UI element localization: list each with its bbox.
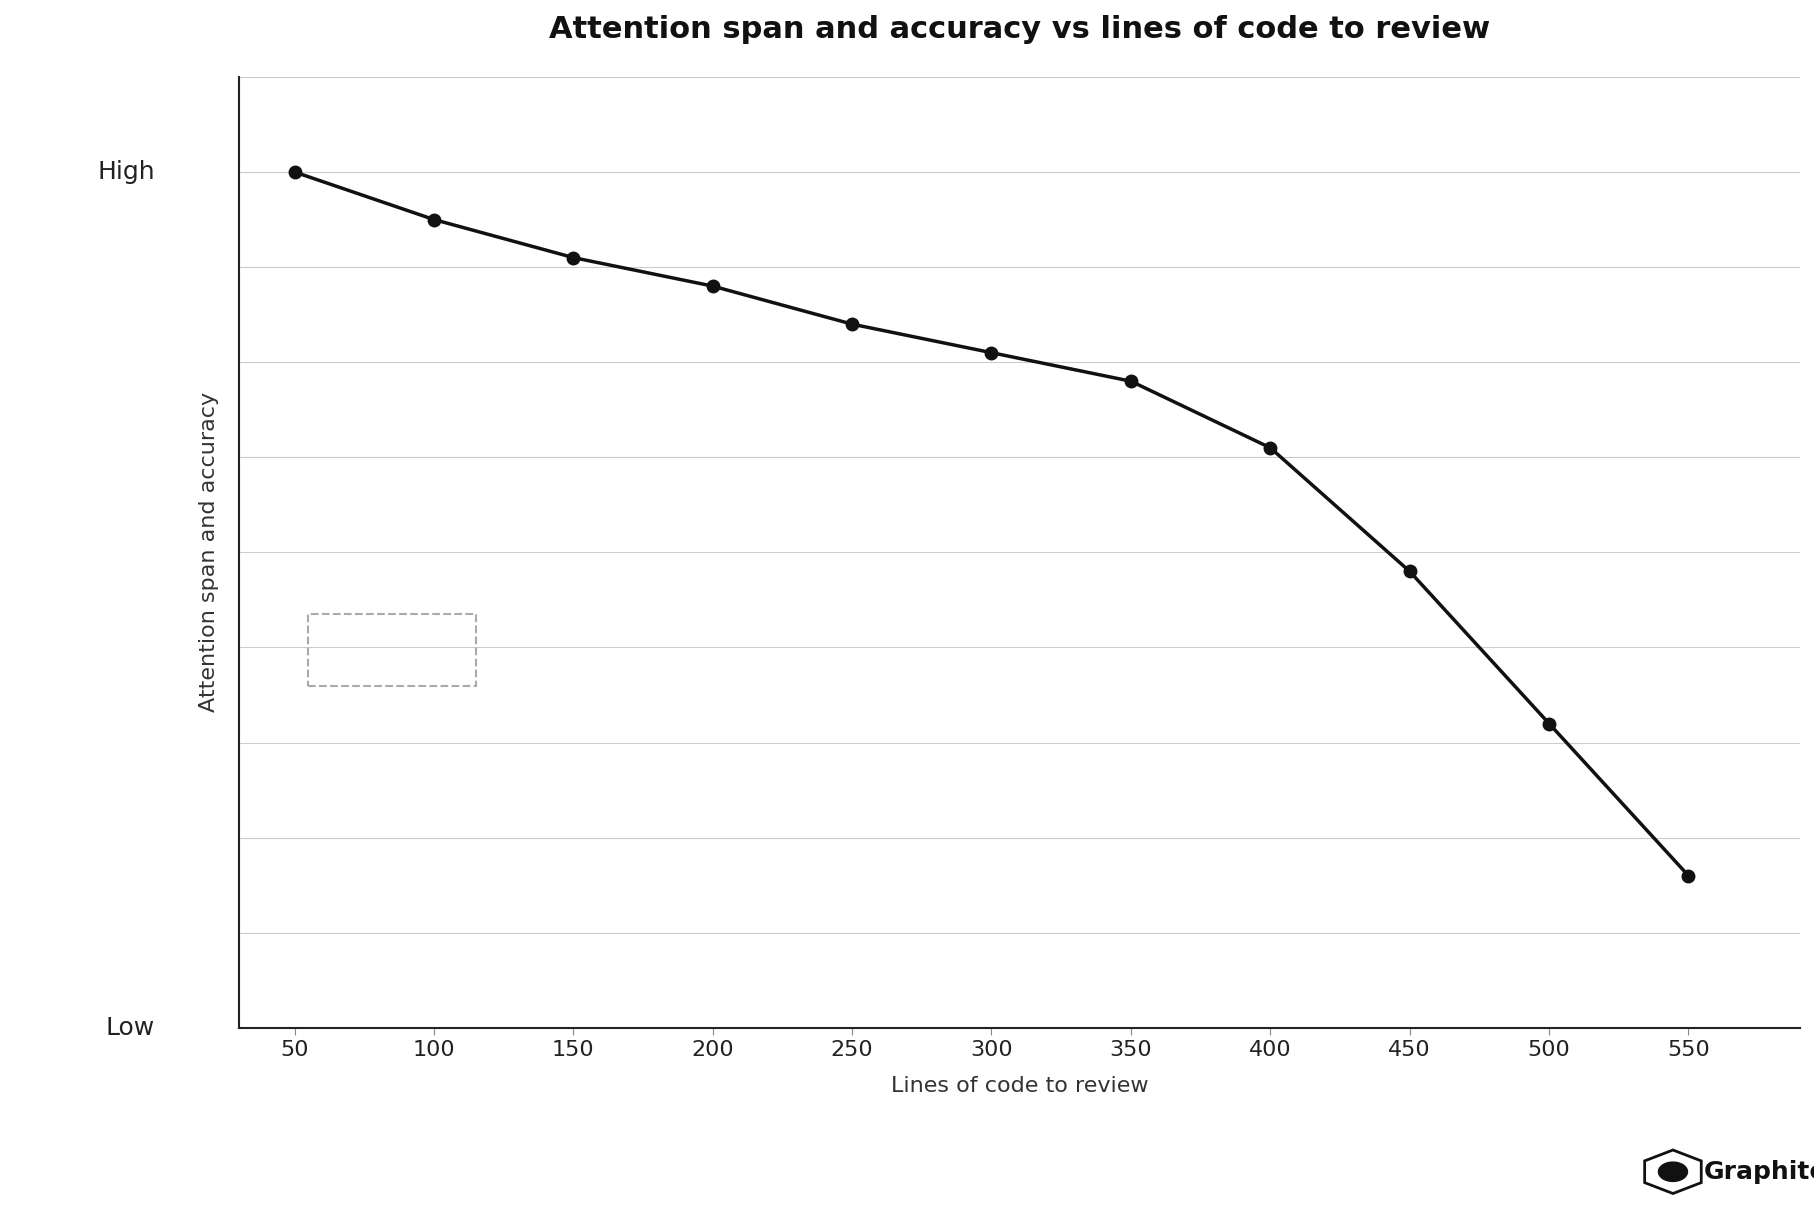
X-axis label: Lines of code to review: Lines of code to review xyxy=(891,1076,1148,1097)
Text: High: High xyxy=(98,159,154,184)
Text: Graphite: Graphite xyxy=(1703,1160,1814,1184)
Title: Attention span and accuracy vs lines of code to review: Attention span and accuracy vs lines of … xyxy=(548,14,1489,43)
Y-axis label: Attention span and accuracy: Attention span and accuracy xyxy=(200,393,219,713)
Text: Low: Low xyxy=(105,1016,154,1040)
